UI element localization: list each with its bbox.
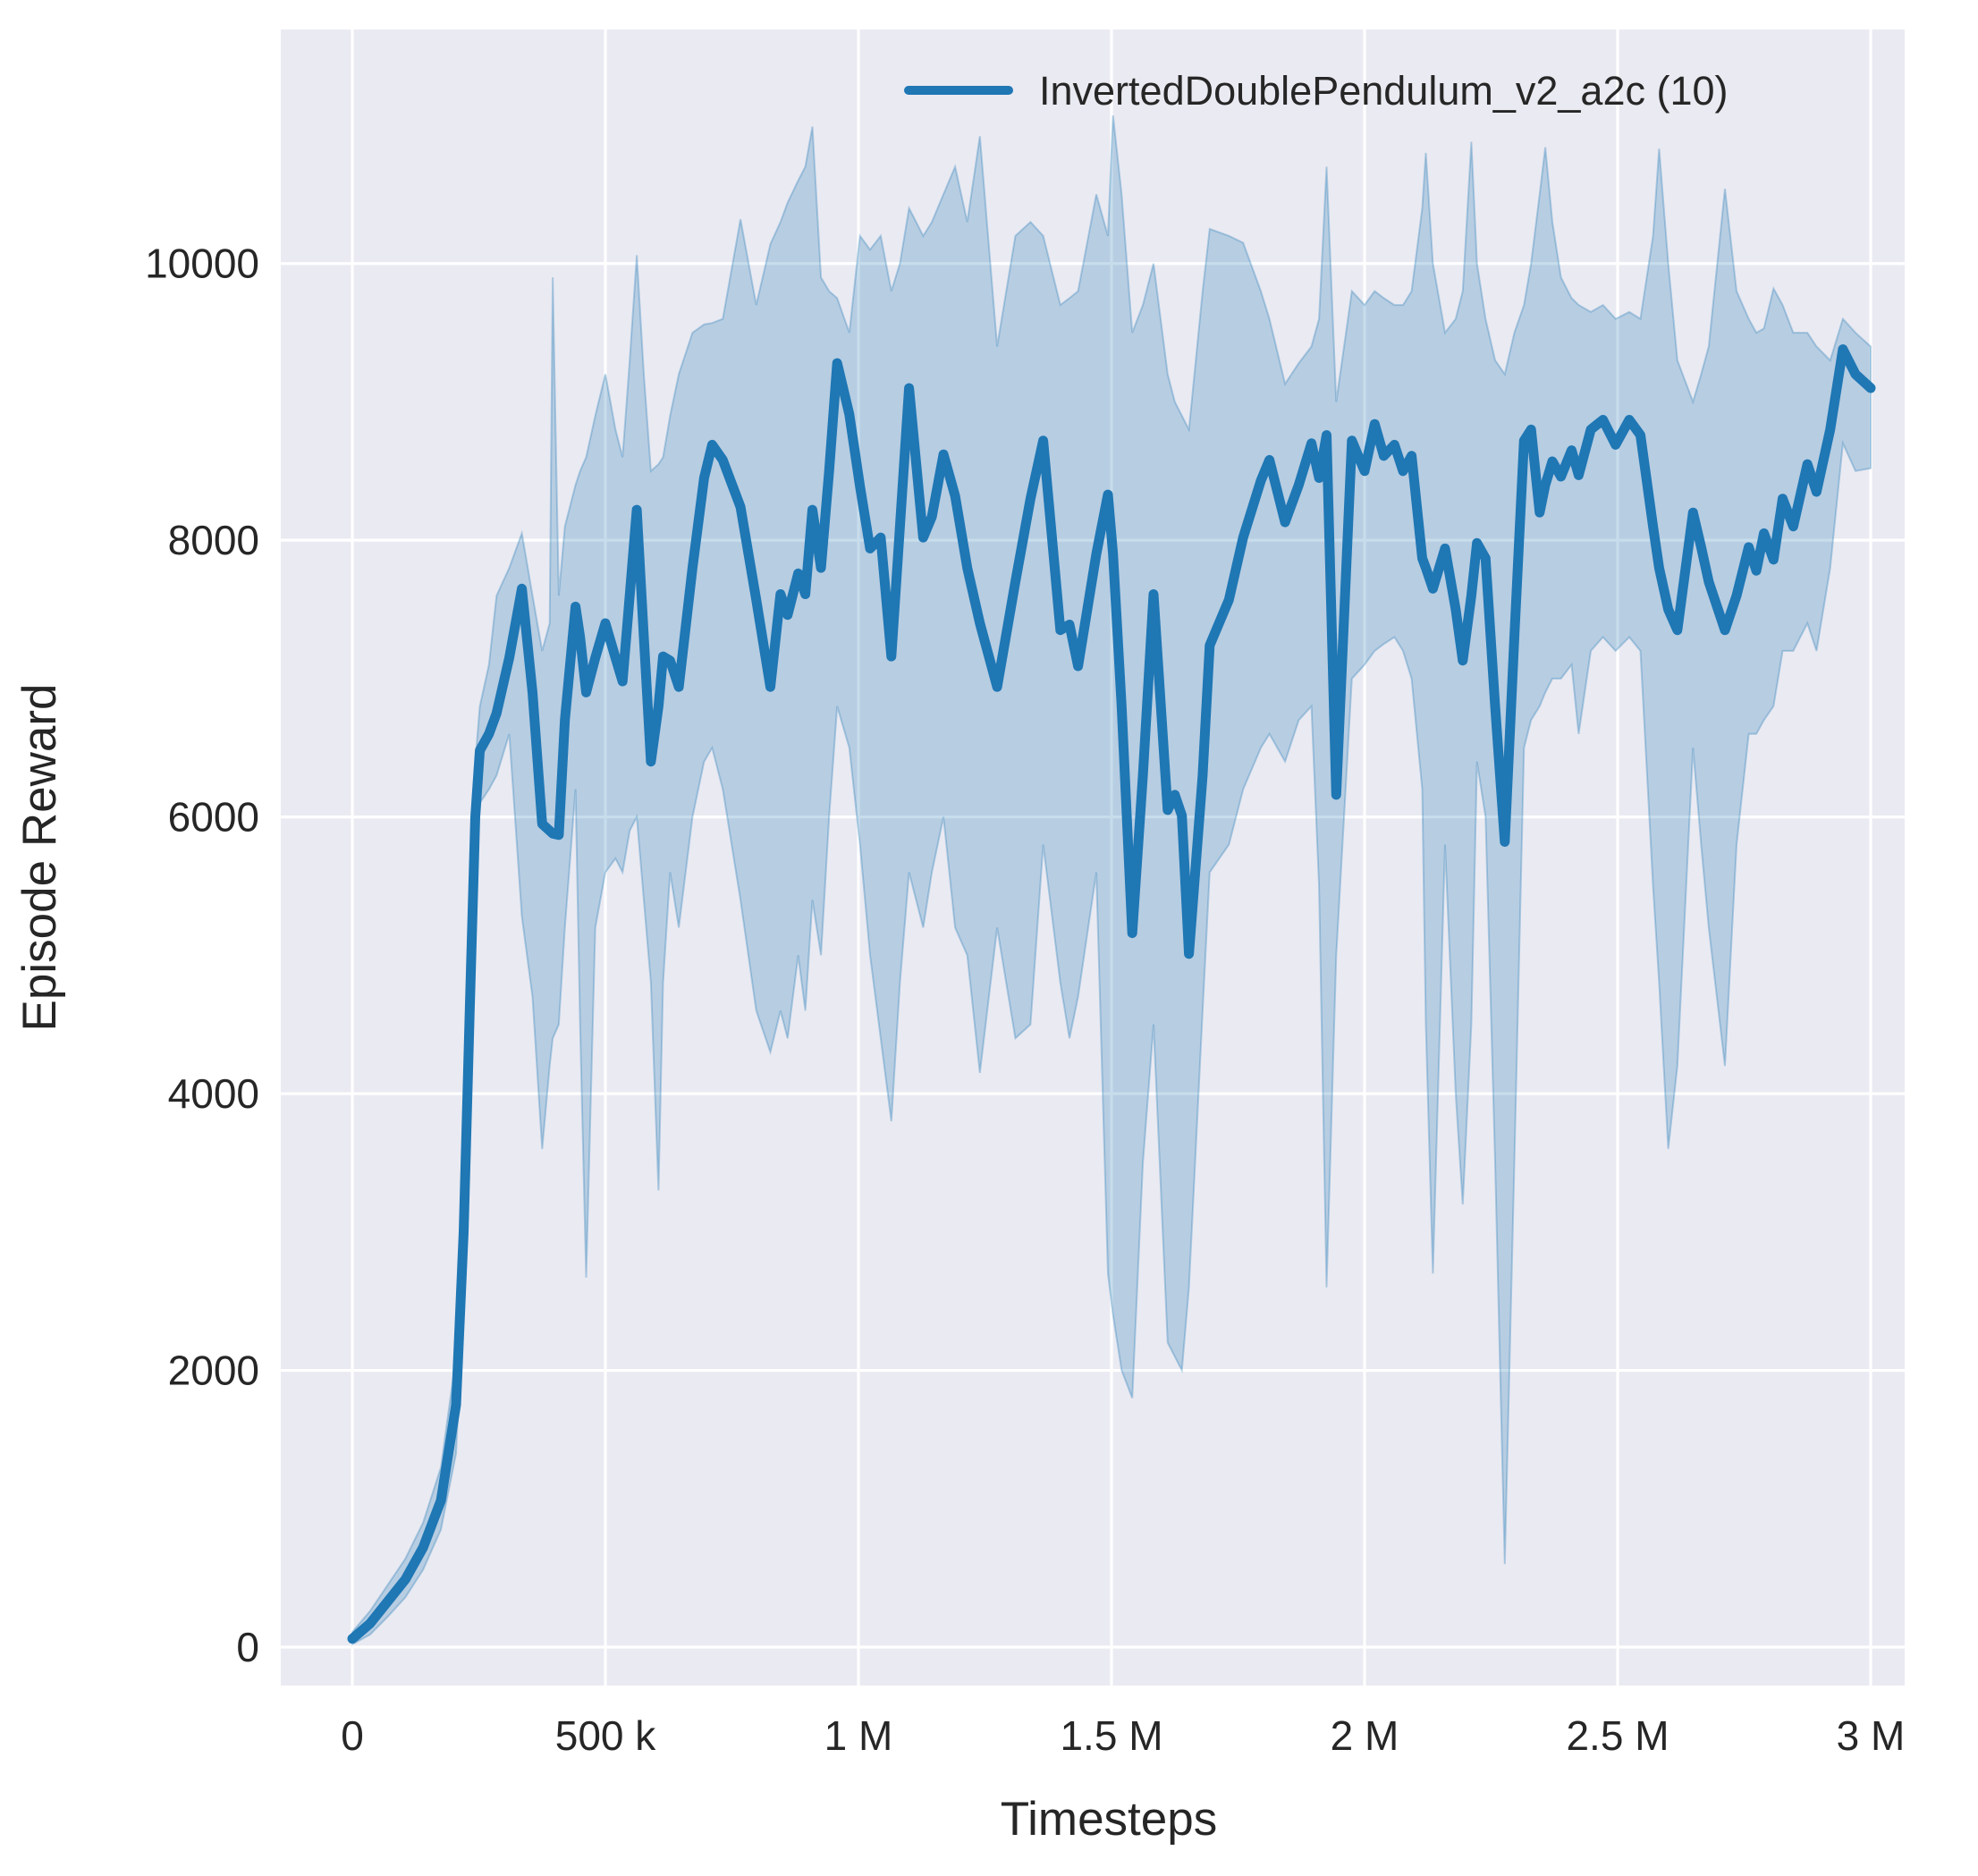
x-tick-label: 2.5 M [1566, 1712, 1669, 1759]
x-tick-label: 3 M [1837, 1712, 1906, 1759]
y-tick-label: 2000 [168, 1348, 259, 1394]
y-tick-label: 4000 [168, 1070, 259, 1117]
x-tick-label: 500 k [555, 1712, 657, 1759]
legend-label: InvertedDoublePendulum_v2_a2c (10) [1039, 68, 1729, 114]
y-tick-label: 6000 [168, 794, 259, 841]
mean-line [347, 344, 1876, 1644]
legend: InvertedDoublePendulum_v2_a2c (10) [904, 68, 1729, 114]
x-axis-title: Timesteps [1001, 1793, 1218, 1846]
y-tick-label: 10000 [145, 241, 259, 287]
plot-area [281, 30, 1905, 1686]
gridlines [281, 30, 1905, 1686]
y-tick-labels: 0 2000 4000 6000 8000 10000 [145, 241, 259, 1670]
y-tick-label: 8000 [168, 517, 259, 563]
x-tick-label: 0 [341, 1712, 364, 1759]
x-tick-label: 1 M [824, 1712, 893, 1759]
y-axis-title: Episode Reward [13, 684, 66, 1032]
x-tick-label: 1.5 M [1060, 1712, 1162, 1759]
x-tick-label: 2 M [1331, 1712, 1399, 1759]
y-tick-label: 0 [236, 1624, 259, 1670]
x-tick-labels: 0 500 k 1 M 1.5 M 2 M 2.5 M 3 M [341, 1712, 1905, 1759]
